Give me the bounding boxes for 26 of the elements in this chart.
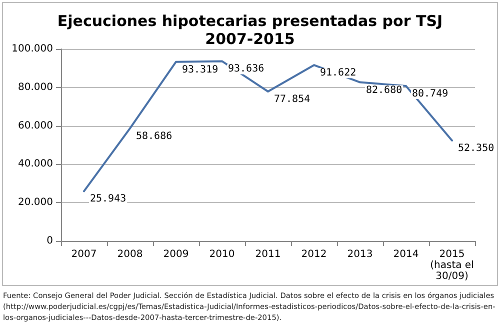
x-tick-label: 2008 (117, 249, 143, 260)
x-tick-label: 2010 (209, 249, 235, 260)
data-label: 58.686 (136, 130, 172, 142)
data-label: 91.622 (320, 68, 356, 79)
x-tick-label: 2011 (255, 249, 281, 260)
y-tick-label: 40.000 (18, 158, 53, 170)
data-label: 93.319 (182, 64, 218, 76)
data-label: 93.636 (228, 64, 264, 75)
data-label: 77.854 (274, 94, 310, 106)
data-label: 52.350 (458, 142, 494, 154)
x-tick-label: 2007 (71, 249, 97, 260)
chart-title: Ejecuciones hipotecarias presentadas por TSJ 2007-2015 (57, 12, 443, 48)
data-label: 25.943 (90, 194, 126, 205)
y-tick-label: 60.000 (18, 120, 53, 132)
x-tick-label: 2012 (301, 249, 327, 260)
x-tick-label: 2015 (hasta el 30/09) (430, 249, 474, 282)
line-series (83, 60, 453, 192)
y-tick-label: 0 (46, 236, 53, 246)
x-tick-label: 2009 (163, 249, 189, 260)
data-label: 82.680 (366, 84, 402, 96)
y-tick-label: 100.000 (12, 44, 53, 54)
y-tick-label: 20.000 (18, 197, 53, 208)
x-tick-label: 2013 (347, 249, 373, 260)
data-label: 80.749 (412, 88, 448, 100)
y-tick-label: 80.000 (18, 82, 53, 93)
x-tick-label: 2014 (393, 249, 419, 260)
